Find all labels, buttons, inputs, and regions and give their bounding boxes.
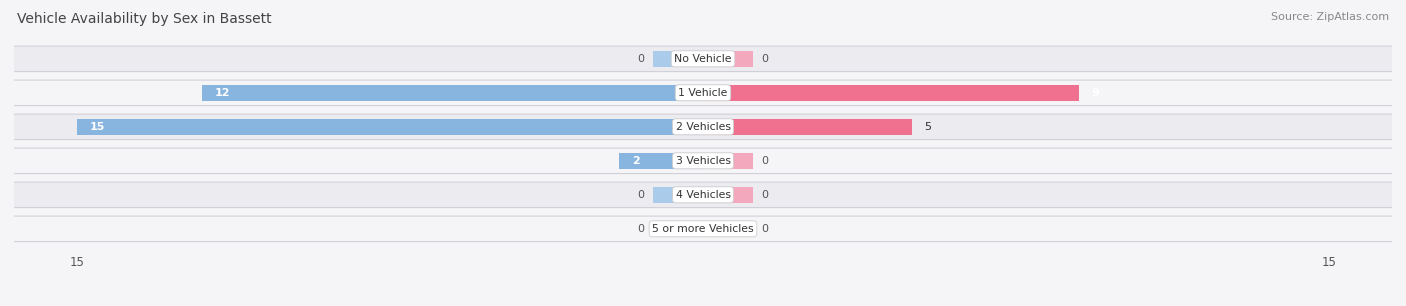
Text: 0: 0 (762, 224, 769, 234)
Bar (652, 50, 703, 67)
Text: 2 Vehicles: 2 Vehicles (675, 122, 731, 132)
Text: 0: 0 (762, 190, 769, 200)
Bar (202, 84, 703, 101)
Text: 0: 0 (637, 54, 644, 64)
Text: Vehicle Availability by Sex in Bassett: Vehicle Availability by Sex in Bassett (17, 12, 271, 26)
Text: 3 Vehicles: 3 Vehicles (675, 156, 731, 166)
Text: 4 Vehicles: 4 Vehicles (675, 190, 731, 200)
FancyBboxPatch shape (0, 80, 1406, 106)
Bar (620, 152, 703, 169)
FancyBboxPatch shape (0, 216, 1406, 241)
FancyBboxPatch shape (0, 148, 1406, 174)
Bar (652, 187, 703, 203)
Text: 5 or more Vehicles: 5 or more Vehicles (652, 224, 754, 234)
Bar (652, 221, 703, 237)
Text: 2: 2 (633, 156, 640, 166)
Text: 0: 0 (637, 224, 644, 234)
FancyBboxPatch shape (0, 182, 1406, 207)
Bar (703, 152, 754, 169)
Text: Source: ZipAtlas.com: Source: ZipAtlas.com (1271, 12, 1389, 22)
Text: 1 Vehicle: 1 Vehicle (678, 88, 728, 98)
Text: 0: 0 (637, 190, 644, 200)
Text: No Vehicle: No Vehicle (675, 54, 731, 64)
Text: 12: 12 (215, 88, 231, 98)
Text: 15: 15 (89, 122, 104, 132)
Text: 0: 0 (762, 54, 769, 64)
Text: 5: 5 (924, 122, 931, 132)
Bar (703, 84, 1078, 101)
Text: 0: 0 (762, 156, 769, 166)
Text: 9: 9 (1091, 88, 1099, 98)
Bar (77, 118, 703, 135)
FancyBboxPatch shape (0, 46, 1406, 72)
Bar (703, 50, 754, 67)
FancyBboxPatch shape (0, 114, 1406, 140)
Bar (703, 221, 754, 237)
Bar (703, 118, 911, 135)
Bar (703, 187, 754, 203)
